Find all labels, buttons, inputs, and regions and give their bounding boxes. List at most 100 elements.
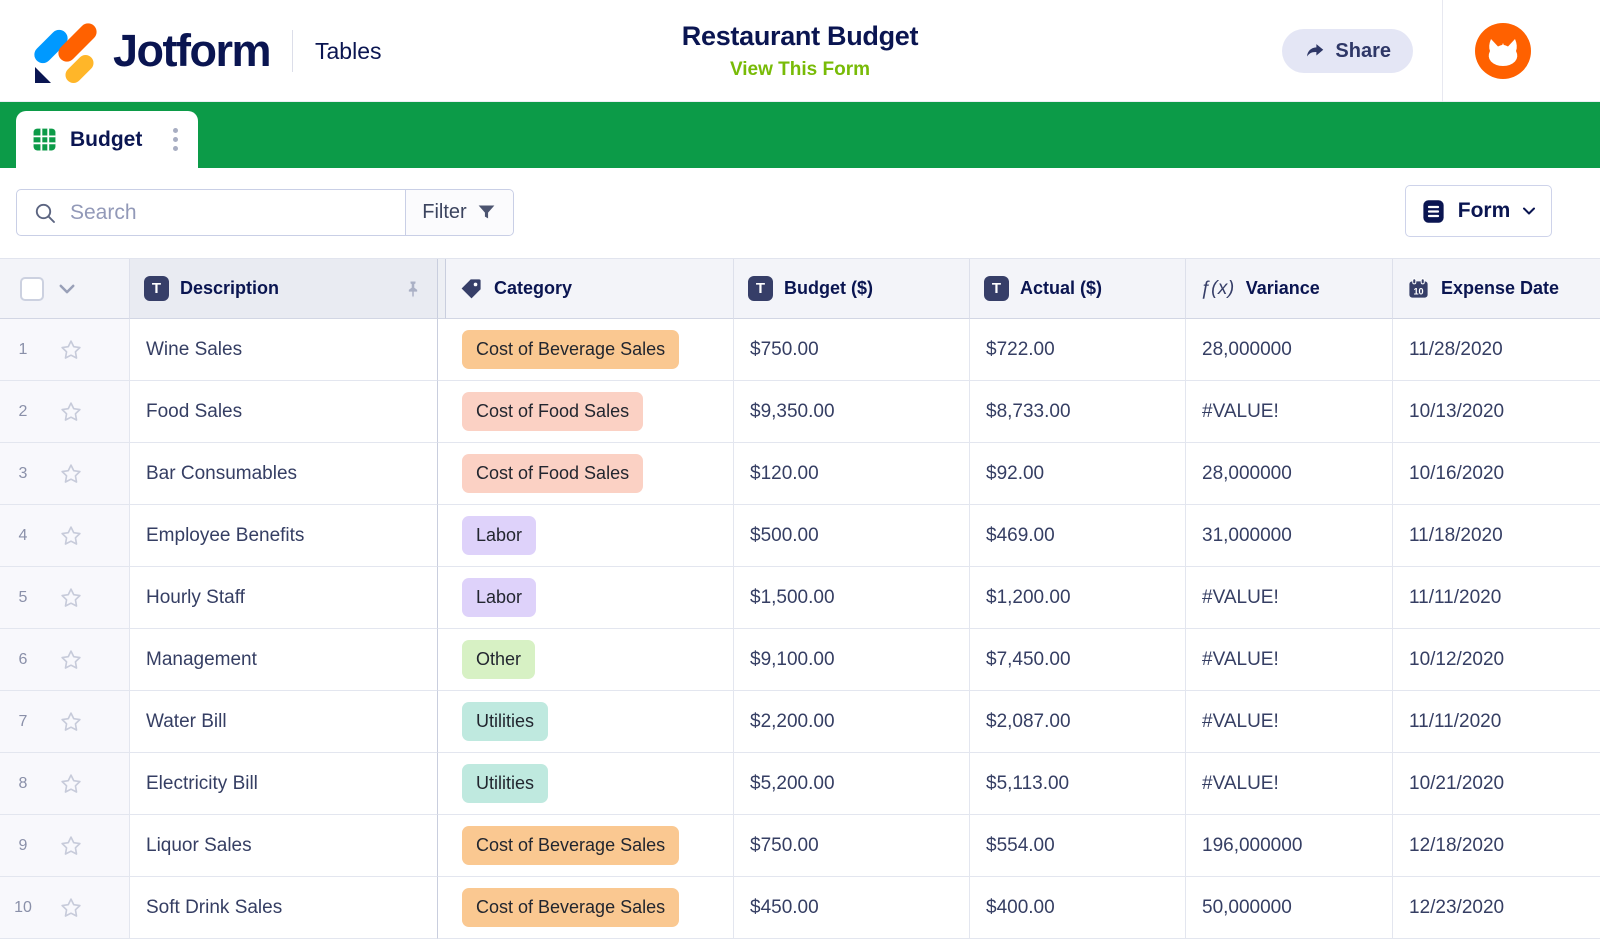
favorite-star-icon[interactable] <box>58 337 84 363</box>
variance-cell[interactable]: #VALUE! <box>1186 691 1393 753</box>
favorite-star-icon[interactable] <box>58 399 84 425</box>
expense-date-cell[interactable]: 11/11/2020 <box>1393 567 1600 629</box>
avatar[interactable] <box>1475 23 1531 79</box>
budget-cell[interactable]: $750.00 <box>734 815 970 877</box>
actual-cell[interactable]: $92.00 <box>970 443 1186 505</box>
budget-cell[interactable]: $5,200.00 <box>734 753 970 815</box>
category-cell[interactable]: Labor <box>446 505 734 567</box>
category-cell[interactable]: Cost of Food Sales <box>446 381 734 443</box>
tab-menu-kebab-icon[interactable] <box>169 124 182 155</box>
budget-cell[interactable]: $1,500.00 <box>734 567 970 629</box>
budget-cell[interactable]: $120.00 <box>734 443 970 505</box>
category-badge: Other <box>462 640 536 679</box>
expense-date-cell[interactable]: 12/18/2020 <box>1393 815 1600 877</box>
category-cell[interactable]: Cost of Beverage Sales <box>446 815 734 877</box>
column-header-actual[interactable]: T Actual ($) <box>970 259 1186 319</box>
expense-date-cell[interactable]: 11/11/2020 <box>1393 691 1600 753</box>
budget-table: T Description Category T Budget ($) T Ac… <box>0 258 1600 939</box>
description-cell[interactable]: Bar Consumables <box>130 443 437 505</box>
column-header-variance[interactable]: ƒ(x) Variance <box>1186 259 1393 319</box>
description-cell[interactable]: Water Bill <box>130 691 437 753</box>
actual-cell[interactable]: $7,450.00 <box>970 629 1186 691</box>
description-cell[interactable]: Liquor Sales <box>130 815 437 877</box>
actual-cell[interactable]: $400.00 <box>970 877 1186 939</box>
favorite-star-icon[interactable] <box>58 647 84 673</box>
favorite-star-icon[interactable] <box>58 833 84 859</box>
variance-cell[interactable]: 50,000000 <box>1186 877 1393 939</box>
row-number: 7 <box>18 712 28 730</box>
budget-cell[interactable]: $9,350.00 <box>734 381 970 443</box>
favorite-star-icon[interactable] <box>58 523 84 549</box>
form-view-button[interactable]: Form <box>1405 185 1552 237</box>
search-input[interactable] <box>70 200 405 225</box>
variance-cell[interactable]: 196,000000 <box>1186 815 1393 877</box>
actual-cell[interactable]: $8,733.00 <box>970 381 1186 443</box>
actual-cell[interactable]: $469.00 <box>970 505 1186 567</box>
expense-date-cell[interactable]: 11/28/2020 <box>1393 319 1600 381</box>
budget-cell[interactable]: $2,200.00 <box>734 691 970 753</box>
category-cell[interactable]: Cost of Food Sales <box>446 443 734 505</box>
column-header-budget[interactable]: T Budget ($) <box>734 259 970 319</box>
variance-cell[interactable]: 28,000000 <box>1186 319 1393 381</box>
category-cell[interactable]: Cost of Beverage Sales <box>446 877 734 939</box>
expense-date-cell[interactable]: 11/18/2020 <box>1393 505 1600 567</box>
category-badge: Utilities <box>462 702 549 741</box>
expense-date-cell[interactable]: 10/16/2020 <box>1393 443 1600 505</box>
description-cell[interactable]: Hourly Staff <box>130 567 437 629</box>
variance-cell[interactable]: 28,000000 <box>1186 443 1393 505</box>
expense-date-cell[interactable]: 10/12/2020 <box>1393 629 1600 691</box>
budget-cell[interactable]: $750.00 <box>734 319 970 381</box>
variance-cell[interactable]: 31,000000 <box>1186 505 1393 567</box>
select-all-checkbox[interactable] <box>20 276 44 301</box>
category-cell[interactable]: Utilities <box>446 753 734 815</box>
pin-icon[interactable] <box>403 279 423 299</box>
column-label: Description <box>180 278 280 298</box>
category-cell[interactable]: Utilities <box>446 691 734 753</box>
category-cell[interactable]: Other <box>446 629 734 691</box>
variance-cell[interactable]: #VALUE! <box>1186 567 1393 629</box>
share-button[interactable]: Share <box>1282 29 1413 73</box>
description-cell[interactable]: Management <box>130 629 437 691</box>
actual-cell[interactable]: $1,200.00 <box>970 567 1186 629</box>
category-badge: Labor <box>462 578 537 617</box>
budget-cell[interactable]: $450.00 <box>734 877 970 939</box>
category-badge: Labor <box>462 516 537 555</box>
favorite-star-icon[interactable] <box>58 771 84 797</box>
title-group: Restaurant Budget View This Form <box>500 21 1100 81</box>
column-header-description[interactable]: T Description <box>130 259 437 319</box>
description-cell[interactable]: Soft Drink Sales <box>130 877 437 939</box>
expense-date-cell[interactable]: 12/23/2020 <box>1393 877 1600 939</box>
expense-date-cell[interactable]: 10/21/2020 <box>1393 753 1600 815</box>
row-index-cell: 5 <box>0 567 130 629</box>
actual-cell[interactable]: $5,113.00 <box>970 753 1186 815</box>
favorite-star-icon[interactable] <box>58 709 84 735</box>
category-cell[interactable]: Cost of Beverage Sales <box>446 319 734 381</box>
actual-cell[interactable]: $554.00 <box>970 815 1186 877</box>
column-header-expense-date[interactable]: 10 Expense Date <box>1393 259 1600 319</box>
column-header-category[interactable]: Category <box>446 259 734 319</box>
variance-cell[interactable]: #VALUE! <box>1186 753 1393 815</box>
favorite-star-icon[interactable] <box>58 461 84 487</box>
form-document-icon <box>1420 198 1447 225</box>
variance-cell[interactable]: #VALUE! <box>1186 381 1393 443</box>
description-cell[interactable]: Electricity Bill <box>130 753 437 815</box>
tab-budget[interactable]: Budget <box>16 111 198 168</box>
budget-cell[interactable]: $500.00 <box>734 505 970 567</box>
expense-date-cell[interactable]: 10/13/2020 <box>1393 381 1600 443</box>
view-form-link[interactable]: View This Form <box>729 58 871 80</box>
filter-button[interactable]: Filter <box>405 190 513 235</box>
category-cell[interactable]: Labor <box>446 567 734 629</box>
description-cell[interactable]: Wine Sales <box>130 319 437 381</box>
variance-cell[interactable]: #VALUE! <box>1186 629 1393 691</box>
description-cell[interactable]: Food Sales <box>130 381 437 443</box>
actual-cell[interactable]: $2,087.00 <box>970 691 1186 753</box>
budget-cell[interactable]: $9,100.00 <box>734 629 970 691</box>
favorite-star-icon[interactable] <box>58 895 84 921</box>
jotform-logo-icon[interactable] <box>30 18 101 87</box>
category-badge: Cost of Beverage Sales <box>462 826 680 865</box>
description-cell[interactable]: Employee Benefits <box>130 505 437 567</box>
row-number: 5 <box>18 588 28 606</box>
favorite-star-icon[interactable] <box>58 585 84 611</box>
actual-cell[interactable]: $722.00 <box>970 319 1186 381</box>
rows-menu-chevron-icon[interactable] <box>57 279 77 299</box>
